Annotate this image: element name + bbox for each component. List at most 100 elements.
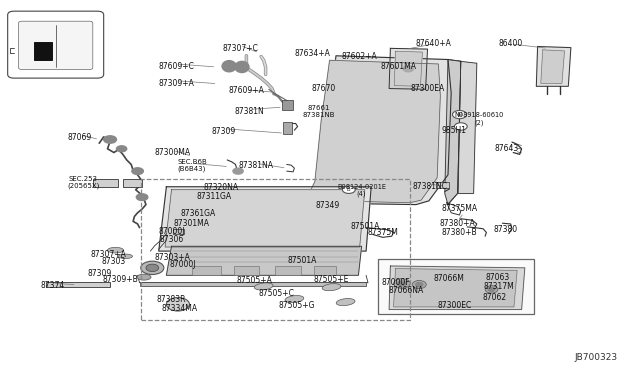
Text: 87309+B: 87309+B (102, 275, 138, 284)
Circle shape (136, 194, 148, 201)
Bar (282, 100, 293, 110)
Text: 87063: 87063 (486, 273, 510, 282)
Circle shape (233, 168, 243, 174)
Polygon shape (298, 56, 451, 205)
Text: 87303: 87303 (102, 257, 126, 266)
Text: 87309: 87309 (212, 127, 236, 136)
Ellipse shape (322, 283, 341, 291)
Text: N: N (458, 112, 461, 117)
Circle shape (398, 281, 406, 286)
Polygon shape (541, 50, 564, 83)
Circle shape (141, 261, 164, 275)
Bar (140, 282, 366, 286)
Bar (283, 122, 292, 134)
Text: 87062: 87062 (482, 293, 506, 302)
Text: 87380+A: 87380+A (440, 219, 476, 228)
Text: 985H1: 985H1 (442, 126, 467, 135)
Bar (234, 266, 259, 275)
Text: 87361GA: 87361GA (180, 209, 216, 218)
Bar (275, 266, 301, 275)
Circle shape (132, 168, 143, 174)
Bar (141, 179, 410, 320)
Ellipse shape (285, 295, 304, 303)
Text: N08918-60610
(2): N08918-60610 (2) (454, 112, 504, 126)
Text: 87311GA: 87311GA (197, 192, 232, 201)
Bar (173, 229, 184, 234)
Text: B: B (347, 187, 351, 192)
Text: 87609+C: 87609+C (158, 62, 194, 71)
Bar (192, 266, 221, 275)
Text: 87000J: 87000J (169, 260, 196, 269)
Text: 87375MA: 87375MA (442, 204, 477, 213)
Bar (34, 42, 52, 60)
Text: 87381N: 87381N (235, 107, 264, 116)
Text: 87300EC: 87300EC (437, 301, 472, 310)
Polygon shape (165, 190, 365, 247)
Circle shape (146, 264, 159, 272)
Text: 87349: 87349 (316, 201, 340, 210)
Polygon shape (389, 48, 428, 89)
Text: 87383R: 87383R (157, 295, 186, 304)
Text: 87069: 87069 (68, 133, 92, 142)
Text: 87309+A: 87309+A (158, 79, 194, 88)
Ellipse shape (222, 61, 236, 72)
Ellipse shape (137, 274, 151, 280)
Ellipse shape (336, 298, 355, 306)
Circle shape (485, 286, 498, 293)
Text: 87301MA: 87301MA (174, 219, 210, 228)
Circle shape (452, 110, 467, 119)
Bar (123, 179, 142, 187)
Text: 87640+A: 87640+A (416, 39, 452, 48)
Circle shape (488, 288, 495, 291)
Polygon shape (394, 269, 517, 307)
Text: 87634+A: 87634+A (294, 49, 330, 58)
Text: 87000J: 87000J (158, 227, 185, 236)
Text: 87602+A: 87602+A (342, 52, 378, 61)
Circle shape (342, 186, 355, 193)
Circle shape (104, 136, 116, 143)
Text: 87066NA: 87066NA (388, 286, 424, 295)
Text: 87505+C: 87505+C (259, 289, 294, 298)
Text: JB700323: JB700323 (575, 353, 618, 362)
Polygon shape (306, 60, 440, 203)
Text: 87300MA: 87300MA (155, 148, 191, 157)
Text: 87380: 87380 (493, 225, 518, 234)
Text: 87309: 87309 (87, 269, 111, 278)
Text: SEC.B6B
(B6B43): SEC.B6B (B6B43) (177, 159, 207, 172)
Polygon shape (159, 187, 371, 251)
Bar (314, 266, 336, 275)
Circle shape (166, 298, 189, 311)
Text: 87374: 87374 (40, 281, 65, 290)
Text: 87661
87381NB: 87661 87381NB (303, 105, 335, 118)
Text: 87501A: 87501A (287, 256, 317, 265)
Bar (93, 179, 118, 187)
Polygon shape (445, 60, 461, 205)
Text: 87643: 87643 (495, 144, 519, 153)
Text: 87306: 87306 (159, 235, 184, 244)
Text: 87670: 87670 (311, 84, 335, 93)
Text: SEC.253
(20565X): SEC.253 (20565X) (67, 176, 99, 189)
Circle shape (412, 280, 426, 289)
Text: 87307+A: 87307+A (91, 250, 127, 259)
Text: B08124-0201E
(4): B08124-0201E (4) (337, 184, 386, 197)
Ellipse shape (108, 247, 124, 253)
Bar (378, 259, 534, 314)
Text: 87317M: 87317M (484, 282, 515, 291)
Ellipse shape (118, 254, 132, 259)
Text: 87307+C: 87307+C (222, 44, 258, 53)
Text: 87375M: 87375M (367, 228, 398, 237)
FancyBboxPatch shape (19, 21, 93, 70)
Text: 87320NA: 87320NA (204, 183, 238, 192)
Circle shape (116, 146, 127, 152)
Text: 87601MA: 87601MA (380, 62, 416, 71)
Bar (46, 282, 110, 287)
Text: 87380+B: 87380+B (442, 228, 477, 237)
Text: 87609+A: 87609+A (228, 86, 264, 94)
Polygon shape (389, 266, 525, 310)
Text: 87000F: 87000F (381, 278, 410, 287)
Text: 87505+E: 87505+E (314, 275, 349, 284)
Circle shape (454, 123, 467, 130)
Text: 86400: 86400 (499, 39, 523, 48)
Text: 87303+A: 87303+A (155, 253, 191, 262)
Text: 87381NC: 87381NC (413, 182, 447, 191)
